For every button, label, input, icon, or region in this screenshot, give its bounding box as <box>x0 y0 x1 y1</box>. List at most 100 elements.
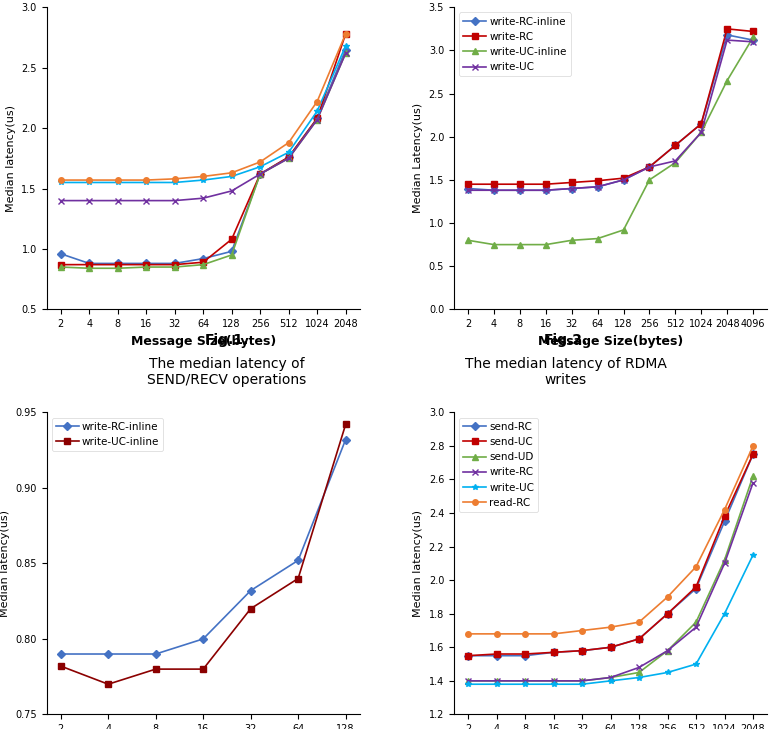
write-UC <box>515 186 525 195</box>
send-UC <box>227 172 236 181</box>
send-UC <box>312 107 322 116</box>
send-UD-inline <box>341 45 350 54</box>
write-UC-inline <box>749 33 758 42</box>
send-UD <box>577 677 587 685</box>
send-RC <box>84 176 94 184</box>
write-UC-inline <box>515 241 525 249</box>
send-UC-inline <box>198 258 208 267</box>
send-UC-inline <box>341 29 350 38</box>
Line: send-RC: send-RC <box>465 451 756 658</box>
Line: write-UC-inline: write-UC-inline <box>58 421 349 687</box>
send-UD <box>492 677 501 685</box>
write-UC <box>720 609 729 618</box>
Line: send-UC: send-UC <box>58 43 349 185</box>
write-UC <box>749 37 758 46</box>
read-RC <box>521 630 530 639</box>
write-UC-inline <box>151 665 160 674</box>
send-UC <box>341 42 350 50</box>
send-UD <box>56 196 65 205</box>
Line: send-UC: send-UC <box>465 451 756 658</box>
write-RC <box>691 623 701 631</box>
write-UC <box>567 184 577 193</box>
write-RC-inline <box>749 36 758 44</box>
send-UC <box>463 651 473 660</box>
write-RC <box>635 663 644 672</box>
send-UC <box>691 582 701 591</box>
X-axis label: Message Size(bytes): Message Size(bytes) <box>130 335 276 348</box>
write-RC-inline <box>515 186 525 195</box>
read-RC <box>606 623 615 631</box>
write-UC <box>606 677 615 685</box>
write-UC-inline <box>593 234 602 243</box>
write-RC <box>463 180 473 189</box>
send-UD <box>170 196 179 205</box>
write-UC-inline <box>104 680 113 689</box>
Line: write-RC: write-RC <box>465 480 756 684</box>
send-RC <box>663 609 672 618</box>
write-UC-inline <box>670 158 680 167</box>
send-RC <box>463 651 473 660</box>
send-UC <box>577 647 587 655</box>
Line: write-UC: write-UC <box>465 553 756 687</box>
send-RC-inline <box>84 264 94 273</box>
write-RC <box>663 647 672 655</box>
send-RC <box>56 176 65 184</box>
send-UD <box>198 194 208 203</box>
send-RC <box>635 634 644 643</box>
send-UC <box>256 163 265 171</box>
send-UC <box>749 450 758 459</box>
write-UC <box>670 157 680 165</box>
write-RC-inline <box>489 186 498 195</box>
send-UC <box>284 148 293 157</box>
send-UD <box>549 677 558 685</box>
write-UC-inline <box>645 176 654 184</box>
write-RC <box>749 27 758 36</box>
send-UC-inline <box>113 260 122 269</box>
write-RC <box>697 120 706 128</box>
write-RC <box>489 180 498 189</box>
send-UD <box>142 196 151 205</box>
read-RC <box>720 505 729 514</box>
write-UC-inline <box>489 241 498 249</box>
write-RC <box>515 180 525 189</box>
write-RC-inline <box>104 650 113 658</box>
send-RC <box>720 517 729 526</box>
send-UD <box>749 472 758 480</box>
write-UC <box>463 186 473 195</box>
send-UC-inline <box>170 260 179 269</box>
Text: The median latency of
SEND/RECV operations: The median latency of SEND/RECV operatio… <box>147 356 306 387</box>
Y-axis label: Median latency(us): Median latency(us) <box>413 510 423 617</box>
send-UD <box>606 673 615 682</box>
send-UD-inline <box>142 259 151 268</box>
write-UC-inline <box>463 236 473 245</box>
read-RC <box>577 626 587 635</box>
send-RC-inline <box>198 260 208 269</box>
send-RC-inline <box>142 262 151 271</box>
write-UC <box>663 668 672 677</box>
send-UC <box>521 650 530 658</box>
read-RC <box>749 442 758 451</box>
write-UC <box>577 680 587 689</box>
write-UC <box>722 36 732 44</box>
send-RC-inline <box>284 154 293 163</box>
write-RC <box>541 180 550 189</box>
write-UC-inline <box>341 420 350 429</box>
send-UD <box>284 154 293 163</box>
write-UC <box>492 680 501 689</box>
send-UD-inline <box>113 259 122 268</box>
Y-axis label: Median latency(us): Median latency(us) <box>0 510 9 617</box>
write-RC-inline <box>619 176 629 184</box>
write-UC <box>697 128 706 137</box>
Line: write-UC: write-UC <box>465 37 756 193</box>
send-RC-inline <box>256 170 265 179</box>
write-UC-inline <box>294 574 303 583</box>
send-UD <box>463 677 473 685</box>
send-UC <box>113 178 122 187</box>
send-UC <box>170 178 179 187</box>
read-RC <box>463 630 473 639</box>
Line: write-RC-inline: write-RC-inline <box>58 437 349 657</box>
write-RC <box>722 25 732 34</box>
send-UC <box>84 178 94 187</box>
send-RC <box>227 168 236 177</box>
write-UC-inline <box>567 236 577 245</box>
